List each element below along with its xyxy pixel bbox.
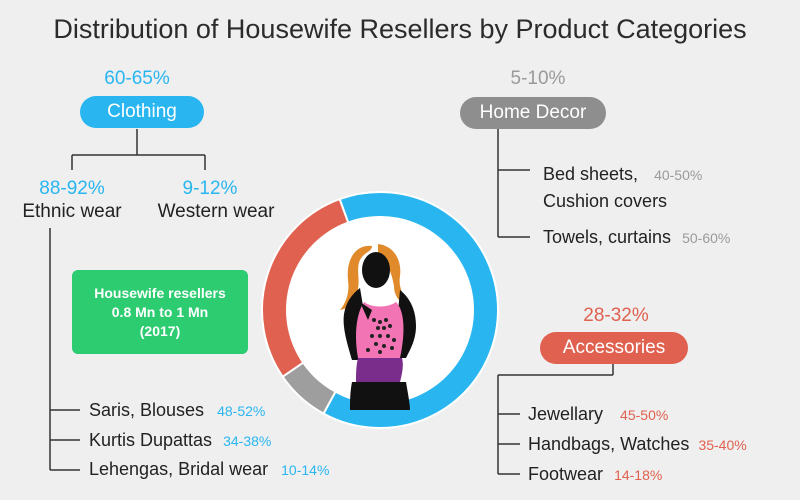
home-decor-label: Home Decor xyxy=(460,97,606,129)
list-item: Handbags, Watches 35-40% xyxy=(528,434,747,454)
donut-chart xyxy=(261,191,499,429)
list-item: Towels, curtains 50-60% xyxy=(543,227,731,247)
woman-illustration xyxy=(340,244,416,410)
list-item: Jewellary 45-50% xyxy=(528,404,669,424)
western-wear-label: Western wear xyxy=(157,201,275,222)
list-item: Footwear 14-18% xyxy=(528,464,663,484)
ethnic-wear-percent: 88-92% xyxy=(39,178,105,199)
list-item: Saris, Blouses 48-52% xyxy=(89,400,266,420)
ethnic-wear-label: Ethnic wear xyxy=(22,201,122,222)
clothing-percent: 60-65% xyxy=(104,68,170,89)
accessories-percent: 28-32% xyxy=(583,305,649,326)
resellers-info-box: Housewife resellers 0.8 Mn to 1 Mn (2017… xyxy=(72,270,248,354)
list-item: Kurtis Dupattas 34-38% xyxy=(89,430,272,450)
western-wear-percent: 9-12% xyxy=(182,178,238,199)
accessories-label: Accessories xyxy=(540,332,688,364)
home-decor-percent: 5-10% xyxy=(510,68,566,89)
list-item: Lehengas, Bridal wear 10-14% xyxy=(89,459,330,479)
list-item: Bed sheets, 40-50% Cushion covers xyxy=(543,164,703,211)
chart-title: Distribution of Housewife Resellers by P… xyxy=(53,14,747,44)
clothing-label: Clothing xyxy=(80,96,204,128)
